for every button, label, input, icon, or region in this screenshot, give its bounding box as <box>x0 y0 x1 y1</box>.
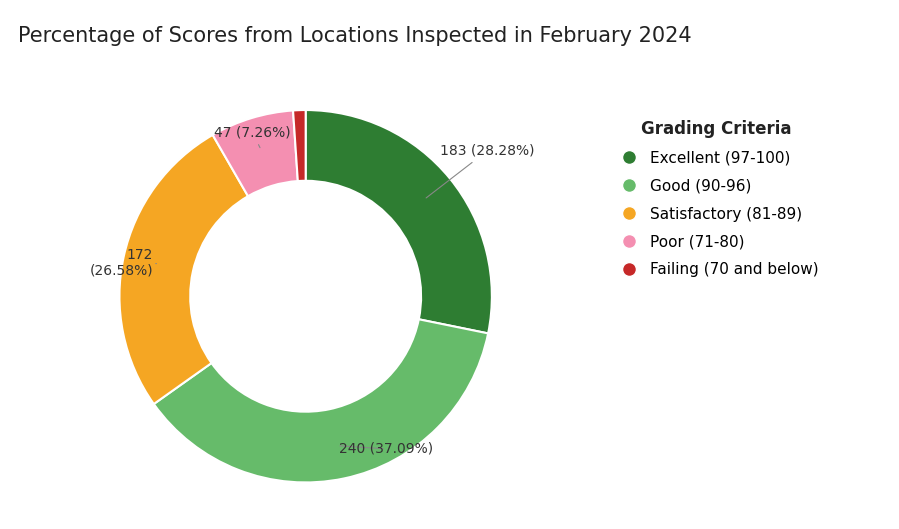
Text: 172
(26.58%): 172 (26.58%) <box>89 248 156 278</box>
Text: 240 (37.09%): 240 (37.09%) <box>339 442 433 456</box>
Wedge shape <box>306 110 492 333</box>
Text: 183 (28.28%): 183 (28.28%) <box>426 144 534 198</box>
Text: Percentage of Scores from Locations Inspected in February 2024: Percentage of Scores from Locations Insp… <box>18 26 691 47</box>
Wedge shape <box>154 320 488 482</box>
Legend: Excellent (97-100), Good (90-96), Satisfactory (81-89), Poor (71-80), Failing (7: Excellent (97-100), Good (90-96), Satisf… <box>608 113 825 284</box>
Wedge shape <box>120 135 248 404</box>
Wedge shape <box>293 110 306 181</box>
Wedge shape <box>213 111 298 196</box>
Text: 47 (7.26%): 47 (7.26%) <box>214 125 290 148</box>
